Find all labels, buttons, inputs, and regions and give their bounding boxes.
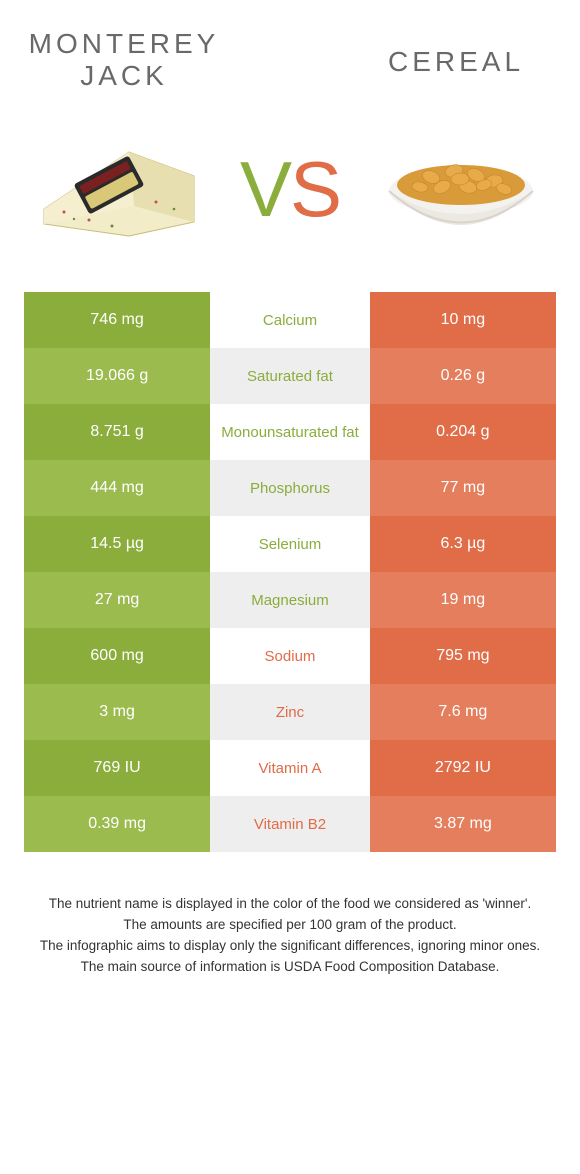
table-row: 0.39 mgVitamin B23.87 mg xyxy=(24,796,556,852)
titles-row: MONTEREY JACK CEREAL xyxy=(24,28,556,92)
value-left: 8.751 g xyxy=(24,404,210,460)
value-right: 7.6 mg xyxy=(370,684,556,740)
nutrient-name: Selenium xyxy=(210,516,370,572)
images-row: VS xyxy=(24,114,556,264)
table-row: 746 mgCalcium10 mg xyxy=(24,292,556,348)
cheese-icon xyxy=(34,134,204,244)
vs-v: V xyxy=(240,144,290,235)
table-row: 3 mgZinc7.6 mg xyxy=(24,684,556,740)
nutrient-name: Vitamin B2 xyxy=(210,796,370,852)
value-right: 10 mg xyxy=(370,292,556,348)
value-left: 19.066 g xyxy=(24,348,210,404)
value-right: 77 mg xyxy=(370,460,556,516)
value-left: 0.39 mg xyxy=(24,796,210,852)
nutrient-name: Saturated fat xyxy=(210,348,370,404)
footer-line-4: The main source of information is USDA F… xyxy=(28,957,552,978)
table-row: 444 mgPhosphorus77 mg xyxy=(24,460,556,516)
title-right: CEREAL xyxy=(356,46,556,78)
value-left: 600 mg xyxy=(24,628,210,684)
value-right: 2792 IU xyxy=(370,740,556,796)
table-row: 14.5 µgSelenium6.3 µg xyxy=(24,516,556,572)
vs-label: VS xyxy=(240,144,340,235)
nutrient-name: Zinc xyxy=(210,684,370,740)
value-left: 27 mg xyxy=(24,572,210,628)
nutrient-name: Calcium xyxy=(210,292,370,348)
table-row: 27 mgMagnesium19 mg xyxy=(24,572,556,628)
monterey-jack-image xyxy=(24,119,214,259)
nutrient-name: Magnesium xyxy=(210,572,370,628)
table-row: 19.066 gSaturated fat0.26 g xyxy=(24,348,556,404)
value-right: 3.87 mg xyxy=(370,796,556,852)
table-row: 8.751 gMonounsaturated fat0.204 g xyxy=(24,404,556,460)
value-right: 795 mg xyxy=(370,628,556,684)
vs-s: S xyxy=(290,144,340,235)
cereal-bowl-icon xyxy=(376,129,546,249)
nutrient-name: Vitamin A xyxy=(210,740,370,796)
value-right: 0.204 g xyxy=(370,404,556,460)
value-right: 0.26 g xyxy=(370,348,556,404)
nutrient-name: Monounsaturated fat xyxy=(210,404,370,460)
value-left: 746 mg xyxy=(24,292,210,348)
value-left: 14.5 µg xyxy=(24,516,210,572)
footer-notes: The nutrient name is displayed in the co… xyxy=(24,894,556,978)
cereal-image xyxy=(366,119,556,259)
value-left: 769 IU xyxy=(24,740,210,796)
nutrient-name: Phosphorus xyxy=(210,460,370,516)
value-left: 3 mg xyxy=(24,684,210,740)
value-right: 6.3 µg xyxy=(370,516,556,572)
infographic-container: MONTEREY JACK CEREAL VS xyxy=(0,0,580,998)
table-row: 769 IUVitamin A2792 IU xyxy=(24,740,556,796)
nutrient-table: 746 mgCalcium10 mg19.066 gSaturated fat0… xyxy=(24,292,556,852)
value-right: 19 mg xyxy=(370,572,556,628)
footer-line-3: The infographic aims to display only the… xyxy=(28,936,552,957)
nutrient-name: Sodium xyxy=(210,628,370,684)
value-left: 444 mg xyxy=(24,460,210,516)
table-row: 600 mgSodium795 mg xyxy=(24,628,556,684)
footer-line-2: The amounts are specified per 100 gram o… xyxy=(28,915,552,936)
footer-line-1: The nutrient name is displayed in the co… xyxy=(28,894,552,915)
title-left: MONTEREY JACK xyxy=(24,28,224,92)
